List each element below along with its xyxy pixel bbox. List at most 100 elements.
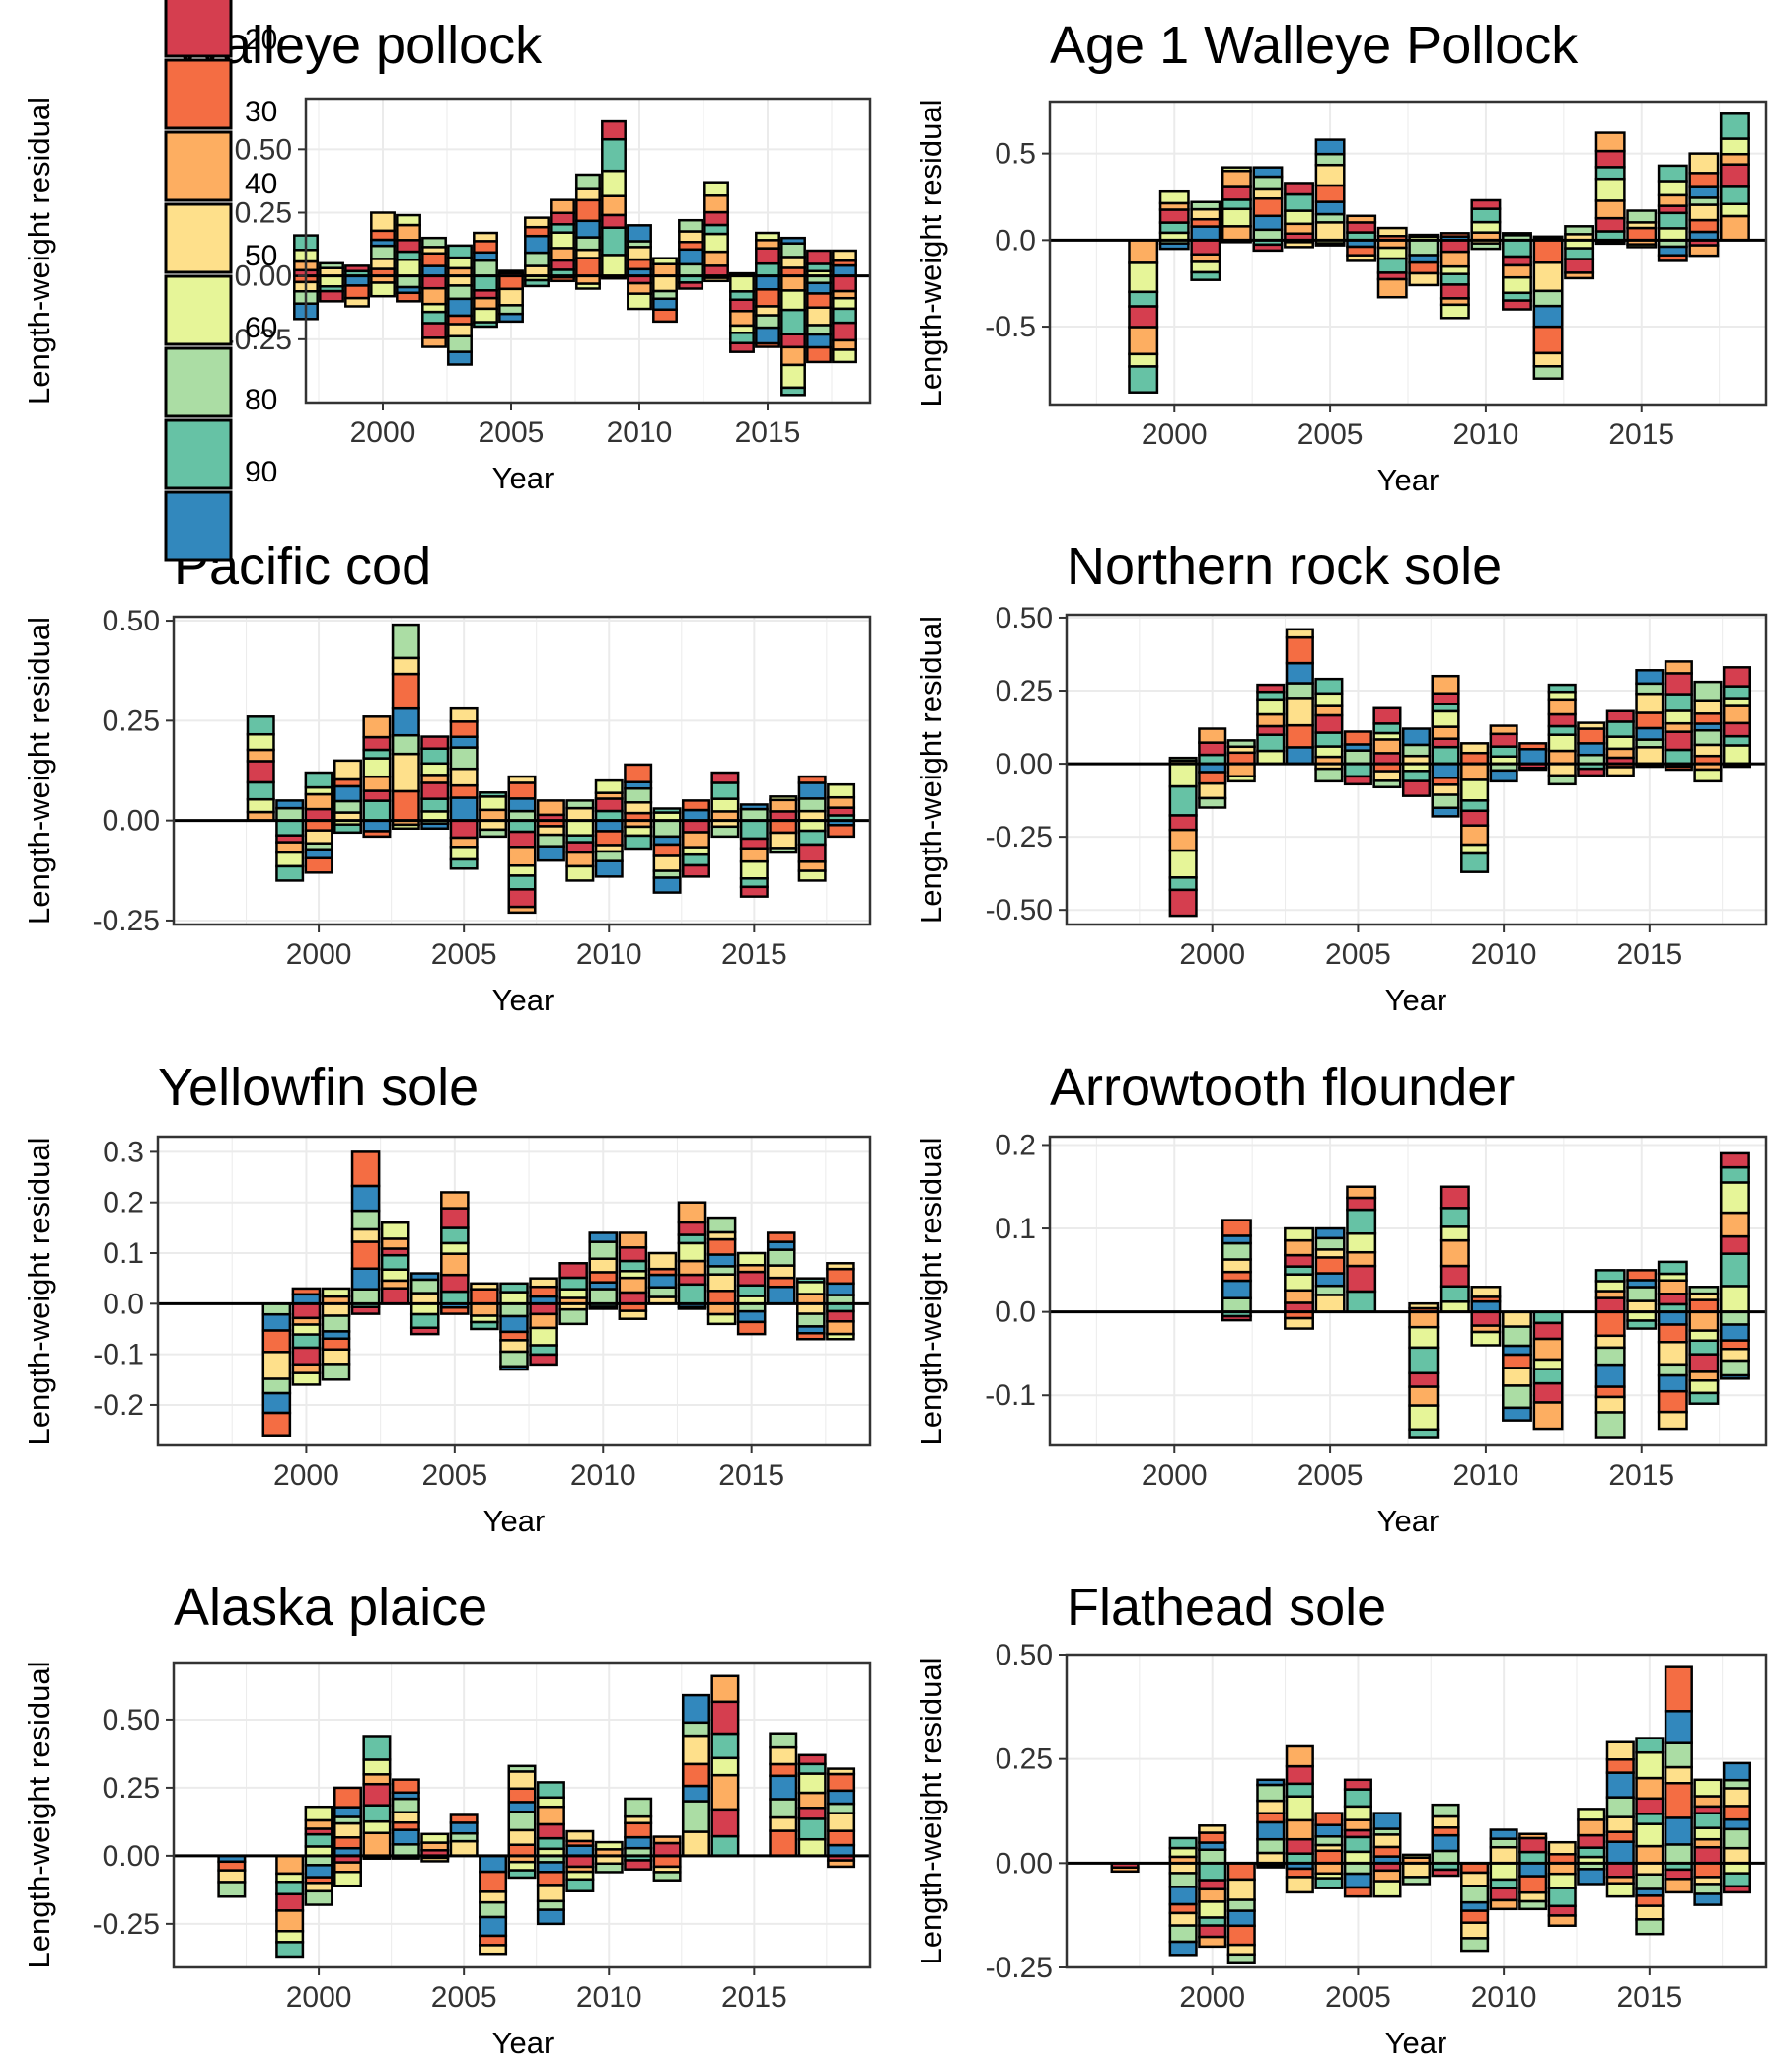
bar-segment [291, 1333, 322, 1350]
bar-segment [652, 819, 682, 839]
bar-segment [1719, 1347, 1750, 1363]
bar-segment [652, 807, 682, 814]
bar-segment [618, 1246, 648, 1263]
bar-segment [449, 735, 479, 749]
bar-segment [1198, 1900, 1227, 1919]
bar-segment [1285, 1876, 1314, 1894]
x-tick-label: 2015 [1608, 418, 1674, 451]
bar-segment [1547, 724, 1577, 736]
bar-segment [601, 194, 627, 217]
bar-segment [1664, 1868, 1693, 1881]
bar-segment [780, 289, 806, 312]
bar-segment [350, 1209, 381, 1231]
x-tick-label: 2000 [1179, 1981, 1245, 2014]
x-tick-label: 2005 [431, 938, 497, 971]
bar-segment [1431, 725, 1460, 740]
bar-segment [1198, 796, 1227, 809]
bar-segment [1372, 1833, 1402, 1849]
bar-segment [1190, 239, 1221, 257]
bar-segment [449, 836, 479, 849]
bar-segment [1518, 1862, 1548, 1878]
bar-segment [780, 242, 806, 259]
bar-segment [1489, 1828, 1518, 1840]
bar-segment [1564, 247, 1595, 260]
bar-segment [1594, 1269, 1626, 1283]
bar-segment [677, 1233, 707, 1245]
bar-segment [1693, 1812, 1723, 1829]
bar-segment [420, 822, 450, 831]
bar-segment [1460, 1921, 1490, 1940]
bar-segment [550, 223, 575, 234]
bar-segment [806, 345, 832, 364]
bar-segment [507, 1764, 537, 1773]
x-axis-label: Year [1385, 983, 1447, 1017]
bar-segment [601, 119, 627, 141]
bar-segment [321, 1302, 351, 1317]
bar-segment [1256, 698, 1286, 716]
bar-segment [558, 1276, 588, 1291]
bar-segment [362, 1804, 392, 1823]
bar-segment [1401, 1876, 1432, 1886]
bar-segment [1664, 730, 1693, 752]
bar-segment [1376, 257, 1408, 274]
bar-segment [736, 1251, 767, 1267]
bar-segment [370, 258, 396, 270]
bar-segment [652, 262, 678, 277]
bar-segment [1657, 1279, 1688, 1295]
bar-segment [1343, 749, 1372, 766]
bar-segment [1431, 709, 1460, 728]
bar-segment [647, 1251, 678, 1271]
bar-segment [362, 748, 392, 760]
bar-segment [391, 733, 420, 756]
bar-segment [1376, 226, 1408, 238]
bar-segment [1605, 1815, 1635, 1833]
bar-segment [565, 1829, 595, 1843]
legend-label: 60 [245, 312, 277, 344]
bar-segment [1635, 1873, 1665, 1890]
bar-segment [1198, 727, 1227, 744]
bar-segment [1285, 1764, 1314, 1786]
bar-segment [550, 211, 575, 226]
bar-segment [1577, 1833, 1606, 1849]
bar-segment [1688, 244, 1720, 258]
panels: 0.50 0.25 0.00 -0.25 2000 2005 2010 2015 Year Len… [22, 16, 1768, 2060]
bar-segment [498, 304, 524, 316]
bar-segment [536, 1899, 565, 1911]
bar-segment [344, 264, 370, 273]
bar-segment [1722, 744, 1752, 766]
bar-segment [1657, 1341, 1688, 1367]
bar-segment [780, 333, 806, 349]
bar-segment [391, 752, 420, 793]
bar-segment [1439, 232, 1470, 238]
bar-segment [275, 819, 305, 837]
bar-segment [507, 846, 537, 867]
y-tick-label: 0.2 [995, 1129, 1036, 1161]
bar-segment [1343, 1835, 1372, 1854]
bar-segment [421, 274, 447, 290]
bar-segment [1693, 699, 1723, 715]
bar-segment [1431, 762, 1460, 779]
bar-segment [755, 247, 780, 265]
bar-segment [362, 775, 392, 792]
legend-label: 50 [245, 240, 277, 272]
bar-segment [1693, 728, 1723, 747]
bar-segment [275, 851, 305, 868]
bar-segment [536, 1884, 565, 1903]
bar-segment [826, 1267, 855, 1286]
bar-segment [594, 819, 624, 833]
bar-segment [1664, 1816, 1693, 1846]
x-tick-label: 2010 [1471, 938, 1537, 971]
bar-segment [1198, 741, 1227, 757]
legend-key [164, 202, 233, 274]
bar-segment [1346, 1250, 1377, 1268]
bar-segment [796, 1312, 826, 1328]
bar-segment [1256, 724, 1286, 736]
bar-segment [806, 324, 832, 336]
bar-segment [1489, 1862, 1518, 1882]
bar-segment [682, 1693, 710, 1725]
bar-segment [1489, 724, 1518, 736]
bar-segment [473, 240, 498, 255]
bar-segment [1532, 239, 1564, 264]
bar-segment [832, 321, 857, 342]
bar-segment [409, 1292, 440, 1305]
